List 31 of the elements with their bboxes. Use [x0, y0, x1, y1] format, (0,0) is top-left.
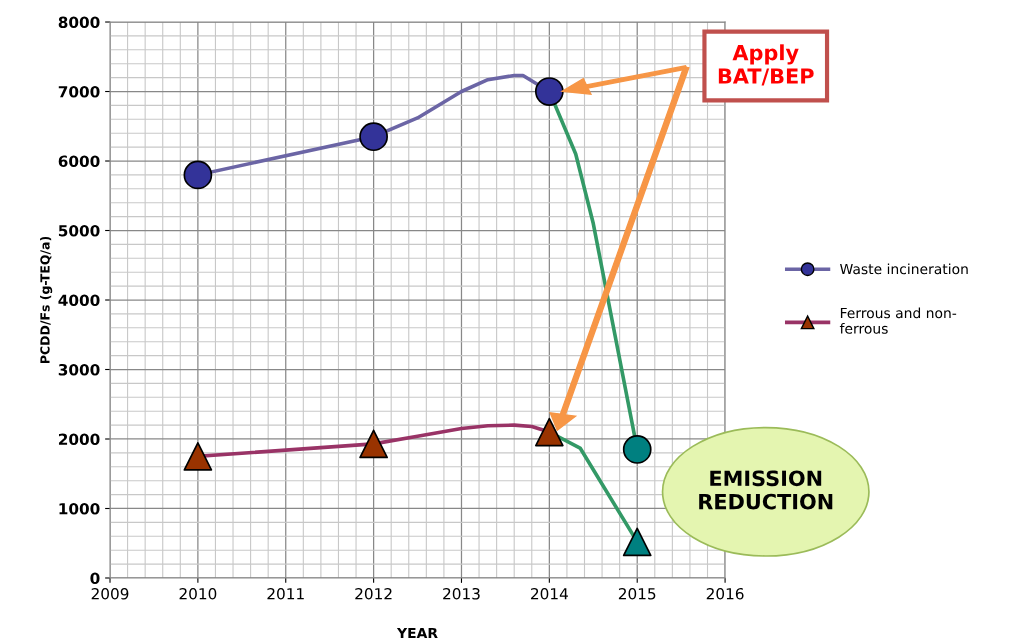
y-tick-label: 7000 [58, 85, 100, 98]
y-tick-label: 1000 [59, 502, 100, 515]
x-tick-label: 2011 [267, 587, 304, 600]
y-tick-label: 2000 [58, 433, 100, 446]
x-tick-label: 2010 [179, 587, 217, 600]
y-tick-label: 0 [90, 572, 100, 585]
x-tick-label: 2012 [355, 587, 392, 600]
y-tick-label: 8000 [58, 16, 100, 29]
point [534, 77, 564, 106]
x-tick-label: 2015 [618, 587, 656, 600]
point [622, 527, 652, 557]
y-axis-title: PCDD/Fs (g-TEQ/a) [40, 236, 53, 364]
x-axis-title: YEAR [396, 627, 438, 639]
point [183, 442, 213, 471]
y-tick-label: 5000 [58, 224, 100, 237]
point [534, 417, 564, 447]
point [183, 160, 213, 190]
y-tick-label: 6000 [58, 155, 100, 168]
x-tick-label: 2013 [443, 587, 480, 600]
x-tick-label: 2009 [91, 587, 129, 600]
point [359, 429, 388, 459]
y-tick-label: 4000 [58, 294, 100, 307]
annotation: EMISSION REDUCTION [699, 470, 833, 510]
point [359, 122, 388, 152]
point [622, 435, 652, 464]
x-tick-label: 2014 [531, 587, 568, 600]
y-tick-label: 3000 [58, 363, 100, 376]
legend-label: Ferrous and non- ferrous [839, 307, 957, 334]
legend-label: Waste incineration [840, 263, 968, 275]
x-tick-label: 2016 [706, 587, 744, 600]
annotation: Apply BAT/BEP [718, 44, 814, 86]
